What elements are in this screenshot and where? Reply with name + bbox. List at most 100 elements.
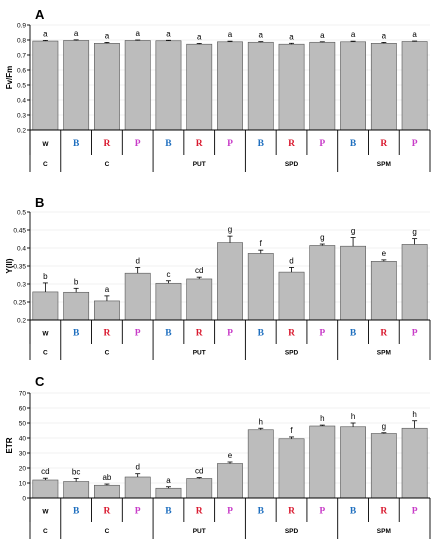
bar [63, 291, 90, 321]
y-tick-label: 60 [19, 405, 27, 412]
group-label: C [43, 528, 48, 535]
category-label: R [288, 507, 295, 517]
group-label: C [105, 528, 110, 535]
bar [155, 487, 182, 499]
y-tick-label: 40 [19, 435, 27, 442]
category-label: P [227, 507, 233, 517]
y-tick-label: 0.2 [17, 127, 26, 134]
significance-letter: a [105, 31, 110, 40]
bar [32, 291, 59, 321]
category-label: W [42, 331, 49, 338]
category-label: P [319, 507, 325, 517]
significance-letter: a [320, 31, 325, 40]
significance-letter: e [228, 451, 233, 460]
significance-letter: a [43, 29, 48, 38]
significance-letter: a [74, 29, 79, 38]
group-label: SPD [285, 161, 299, 168]
category-label: R [103, 507, 110, 517]
group-label: SPD [285, 528, 299, 535]
significance-letter: g [351, 227, 355, 236]
y-tick-label: 30 [19, 450, 27, 457]
significance-letter: a [166, 476, 171, 485]
significance-letter: d [135, 463, 139, 472]
y-tick-label: 50 [19, 420, 27, 427]
significance-letter: a [197, 32, 202, 41]
bar [217, 463, 243, 499]
panel-c: C ETR 0 10 20 30 40 50 60 70 cd bc ab d a cd e h f h h g h W B R P… [5, 374, 431, 539]
category-label: B [258, 139, 265, 149]
bar [309, 41, 336, 131]
bar [124, 40, 151, 131]
category-label: B [165, 329, 172, 339]
panel-label: B [35, 195, 44, 210]
significance-letter: e [382, 249, 387, 258]
bar [247, 429, 274, 499]
category-label: P [135, 329, 141, 339]
bar [217, 242, 243, 321]
y-tick-label: 0.4 [17, 245, 26, 252]
bar [370, 261, 397, 321]
category-label: P [227, 329, 233, 339]
group-label: C [43, 350, 48, 357]
bar [247, 253, 274, 321]
category-label: R [288, 329, 295, 339]
category-label: B [258, 507, 265, 517]
category-label: B [73, 139, 80, 149]
bar [186, 478, 213, 499]
y-tick-label: 0.2 [17, 317, 26, 324]
significance-letter: a [135, 29, 140, 38]
bar [63, 481, 90, 499]
y-tick-label: 0.5 [17, 209, 26, 216]
significance-letter: a [382, 31, 387, 40]
y-tick-label: 0.8 [17, 37, 26, 44]
y-tick-label: 0.5 [17, 82, 26, 89]
significance-letter: g [382, 422, 386, 431]
category-label: B [350, 329, 357, 339]
significance-letter: b [74, 277, 79, 286]
category-label: R [380, 507, 387, 517]
group-label: PUT [193, 350, 206, 357]
group-label: SPM [377, 350, 391, 357]
y-axis-label: Fv/Fm [5, 66, 14, 90]
significance-letter: cd [195, 467, 203, 476]
group-label: C [105, 350, 110, 357]
y-axis-label: Y(II) [5, 258, 14, 273]
significance-letter: a [166, 29, 171, 38]
significance-letter: a [228, 30, 233, 39]
significance-letter: d [135, 256, 139, 265]
category-label: R [196, 139, 203, 149]
significance-letter: a [259, 31, 264, 40]
significance-letter: g [412, 228, 416, 237]
category-label: P [135, 139, 141, 149]
y-tick-label: 0.45 [13, 227, 26, 234]
bar [370, 433, 397, 499]
y-tick-label: 0.7 [17, 52, 26, 59]
significance-letter: f [290, 426, 293, 435]
group-label: PUT [193, 528, 206, 535]
group-label: SPM [377, 528, 391, 535]
y-tick-label: 0.25 [13, 299, 26, 306]
significance-letter: g [228, 225, 232, 234]
significance-letter: g [320, 233, 324, 242]
bar [32, 479, 59, 499]
bar [186, 278, 213, 321]
significance-letter: d [289, 256, 293, 265]
bar [94, 42, 120, 131]
category-label: P [412, 507, 418, 517]
bar [278, 43, 305, 131]
significance-letter: cd [195, 266, 203, 275]
y-tick-label: 0.4 [17, 97, 26, 104]
category-label: B [350, 139, 357, 149]
category-label: P [135, 507, 141, 517]
y-tick-label: 20 [19, 465, 27, 472]
significance-letter: h [412, 410, 416, 419]
category-label: R [103, 139, 110, 149]
bar [94, 300, 120, 321]
bar [340, 41, 366, 131]
category-label: R [103, 329, 110, 339]
significance-letter: f [260, 239, 263, 248]
category-label: P [227, 139, 233, 149]
y-tick-label: 0.3 [17, 281, 26, 288]
y-axis-label: ETR [5, 437, 14, 453]
bar [247, 41, 274, 131]
